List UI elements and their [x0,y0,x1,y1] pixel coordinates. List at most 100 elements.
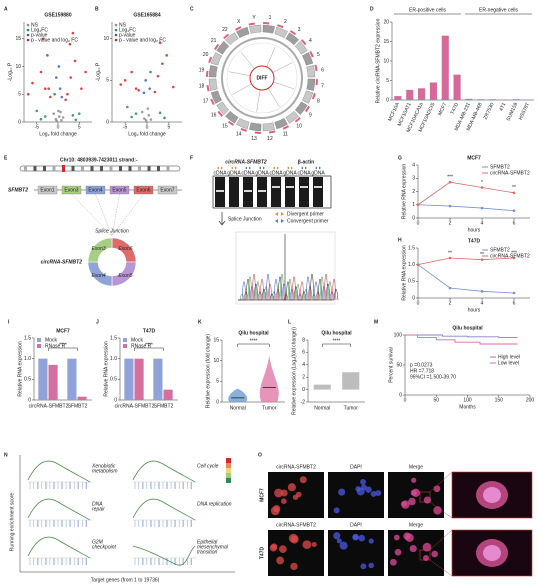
point [68,42,72,46]
point [69,76,73,79]
chromosome-label: 20 [203,52,209,58]
sig-bracket [134,347,164,351]
row-label: MCF7 [259,488,265,502]
legend-label: circRNA-SFMBT2 [490,253,530,259]
statistic: HR =7.718 [410,368,434,374]
y-tick-label: 10 [15,64,21,70]
chromosome-label: 21 [211,38,217,44]
chromosome-highlight [311,93,316,100]
rank-legend [226,458,231,463]
group-header: ER-negative cells [479,7,518,13]
chromosome-highlight [206,70,209,77]
x-tick-label: 4 [481,300,484,306]
ideogram-band [81,166,84,171]
ring-label: Exon4 [91,273,105,279]
enrichment-curve [132,498,196,521]
y-tick-label: 1.5 [408,245,415,251]
point [156,74,160,78]
y-axis-label: Relative expression (Log₂(fold change)) [291,327,297,415]
ideogram-band [119,166,122,171]
gene-set-label: transition [197,549,218,555]
enrichment-curve [27,536,91,559]
cell [368,562,375,569]
point [57,109,60,113]
chart-title: T47D [143,328,156,334]
projection [95,193,113,237]
column-label: DAPI [350,522,362,528]
y-tick-label: 20 [383,19,389,25]
panel-letter: N [4,452,8,458]
point [171,85,175,89]
point [448,180,452,184]
x-tick-label: 2 [449,220,452,226]
category-label: Normal [230,405,246,411]
chromosome [274,118,288,130]
primer-icon [315,166,321,170]
legend-swatch [114,33,118,37]
bar [313,384,331,390]
primer-icon [245,166,251,170]
chromosome-label: 3 [298,27,301,33]
point [74,118,78,122]
y-tick-label: 3 [412,176,415,182]
point [142,91,146,95]
chromosome-label: 19 [199,67,205,73]
exon-label: Exon1 [40,187,54,193]
y-tick-label: -2 [301,399,306,405]
bar [512,99,520,100]
gene-set-label: Epithelial [197,539,218,545]
gene-set-label: G2M [92,539,104,545]
significance: **** [145,342,153,348]
panel-letter: M [374,319,378,325]
point [480,186,484,189]
cell [336,538,342,544]
category-label: circRNA-SFMBT2 [29,403,69,409]
point [144,79,147,82]
category-label: Tumor [344,405,359,411]
panel-letter: I [8,319,10,325]
ideogram-band [33,166,37,171]
cell [290,535,299,544]
point [43,87,47,90]
ideogram-band [24,166,27,171]
cell [295,491,302,498]
point [512,191,516,195]
row-label: T47D [259,547,265,560]
chart-title: Qilu hospital [321,330,352,336]
junction-label: Splice Junction [95,228,129,234]
chromosome-highlight [254,131,261,134]
ideogram-band [90,166,94,171]
column-label: circRNA-SFMBT2 [276,522,316,528]
exon [157,185,178,195]
chromosome-highlight [227,120,235,126]
exon-label: Exon3 [64,187,78,193]
legend-label: p-value [119,32,136,38]
gel-band [314,186,322,188]
projection [111,193,120,237]
bar [38,358,48,400]
ideogram-band [71,166,75,171]
x-tick-label: 6 [513,220,516,226]
point [47,87,50,90]
point [80,87,83,90]
track [221,37,303,119]
lane-label: gDNA [311,170,325,176]
point [60,95,64,99]
panel-letter: E [4,155,8,161]
cell [422,542,432,552]
chromosome [262,24,275,34]
point [60,119,63,122]
chromosome [208,65,218,78]
bar [124,358,134,400]
panel-letter: H [398,237,402,243]
series-line [417,204,515,212]
exon [37,185,58,195]
zoom-box [419,549,431,561]
point [512,209,516,213]
bar [48,364,58,400]
lane-label: cDNA [241,170,255,176]
chromosome-highlight [304,105,310,113]
ring-label: Exon6 [118,246,132,252]
point [84,70,87,74]
chart-title: Qilu hospital [238,330,269,336]
